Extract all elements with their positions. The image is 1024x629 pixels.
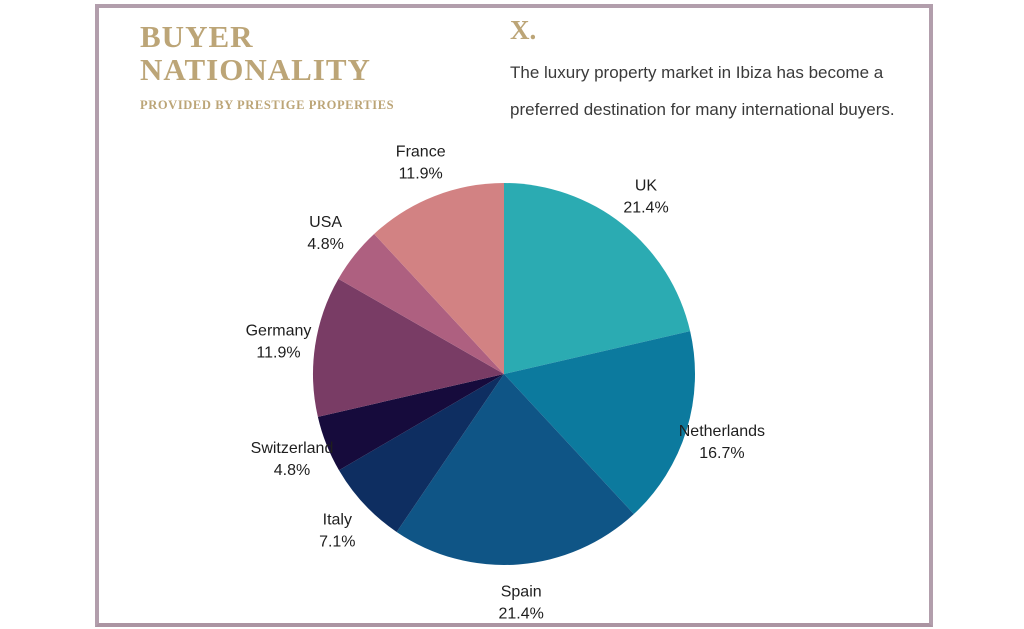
pie-label-usa: USA 4.8% — [307, 214, 343, 253]
pie-label-italy: Italy 7.1% — [319, 512, 355, 551]
pie-slice-france — [374, 183, 504, 374]
pie-slice-italy — [338, 374, 504, 532]
pie-label-uk: UK 21.4% — [623, 178, 668, 217]
pie-label-germany: Germany 11.9% — [246, 323, 312, 362]
pie-slice-switzerland — [317, 374, 504, 471]
intro-text: The luxury property market in Ibiza has … — [510, 63, 895, 119]
pie-label-switzerland: Switzerland 4.8% — [251, 440, 334, 479]
pie-slice-netherlands — [504, 331, 695, 515]
title-block: BUYER NATIONALITY PROVIDED BY PRESTIGE P… — [140, 19, 395, 113]
pie-slice-spain — [396, 374, 634, 565]
pie-label-spain: Spain 21.4% — [499, 583, 544, 622]
pie-slice-germany — [313, 278, 504, 417]
section-marker: X. — [510, 15, 537, 45]
pie-label-netherlands: Netherlands 16.7% — [679, 423, 765, 462]
page-subtitle: PROVIDED BY PRESTIGE PROPERTIES — [140, 98, 395, 112]
pie-slice-usa — [338, 233, 504, 374]
pie-label-france: France 11.9% — [396, 144, 446, 183]
pie-slice-uk — [504, 183, 691, 374]
page-title: BUYER NATIONALITY — [140, 19, 371, 87]
intro-block: X. The luxury property market in Ibiza h… — [510, 16, 950, 128]
